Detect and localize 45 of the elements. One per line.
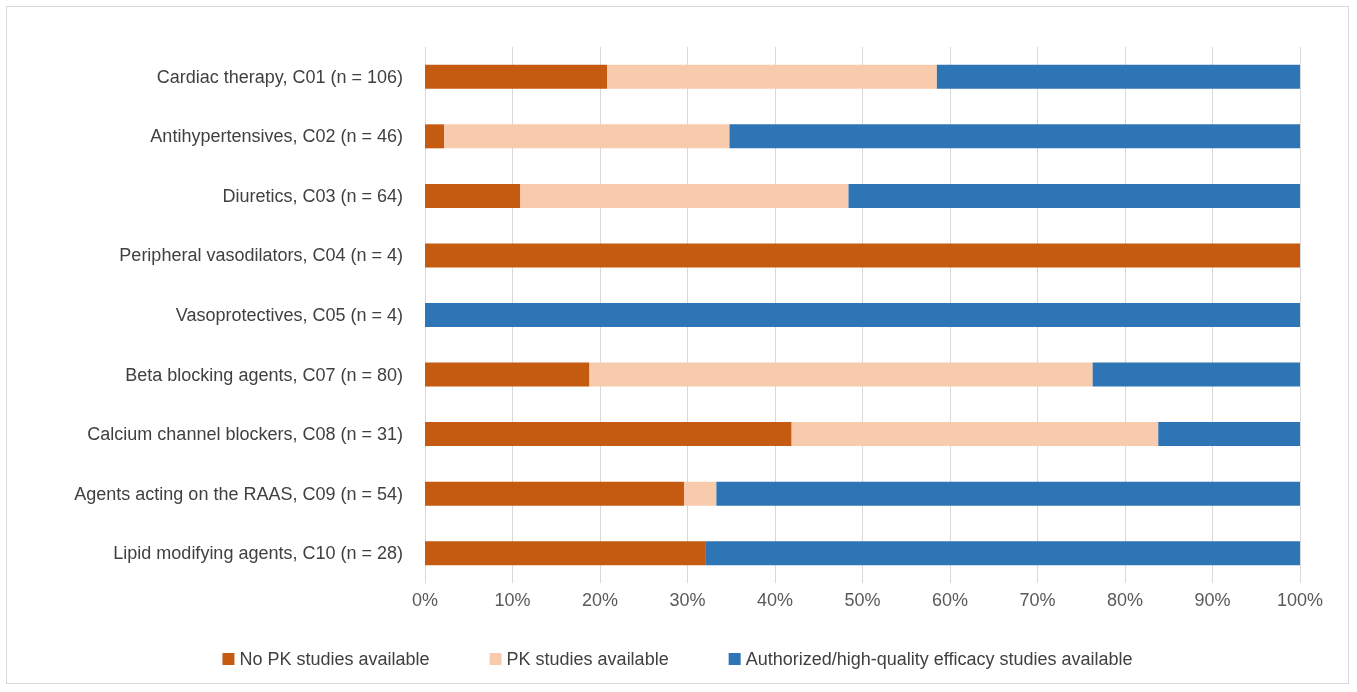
x-tick-label: 10% <box>494 590 531 610</box>
legend-label: No PK studies available <box>239 649 430 669</box>
y-tick-label: Lipid modifying agents, C10 (n = 28) <box>113 543 403 564</box>
y-tick-label: Antihypertensives, C02 (n = 46) <box>150 126 403 147</box>
x-tick-label: 80% <box>1106 590 1144 610</box>
bar <box>716 481 1300 506</box>
bar <box>444 124 730 149</box>
bar <box>1092 362 1300 387</box>
bar <box>589 362 1093 387</box>
y-tick-label: Calcium channel blockers, C08 (n = 31) <box>87 424 403 445</box>
bar <box>425 124 445 149</box>
x-tick-label: 50% <box>844 590 881 610</box>
bar <box>425 303 1300 327</box>
x-tick-label: 40% <box>756 590 794 610</box>
bar <box>791 422 1159 447</box>
bar <box>684 481 717 506</box>
legend-label: Authorized/high-quality efficacy studies available <box>745 649 1133 669</box>
bar <box>607 64 937 89</box>
x-tick-label: 70% <box>1019 590 1056 610</box>
bar <box>729 124 1300 149</box>
bar <box>520 183 849 208</box>
x-tick-label: 30% <box>669 590 706 610</box>
bar <box>936 64 1300 89</box>
legend-label: PK studies available <box>506 649 669 669</box>
y-tick-label: Peripheral vasodilators, C04 (n = 4) <box>119 245 403 266</box>
y-tick-label: Agents acting on the RAAS, C09 (n = 54) <box>74 483 403 504</box>
x-tick-label: 20% <box>581 590 619 610</box>
y-tick-label: Cardiac therapy, C01 (n = 106) <box>156 66 403 87</box>
bar <box>425 362 590 387</box>
y-tick-label: Diuretics, C03 (n = 64) <box>222 185 403 206</box>
x-tick-label: 90% <box>1194 590 1231 610</box>
x-tick-label: 60% <box>931 590 969 610</box>
y-tick-label: Beta blocking agents, C07 (n = 80) <box>125 364 403 385</box>
bar <box>425 481 684 506</box>
x-tick-label: 0% <box>411 590 439 610</box>
bar <box>425 422 792 447</box>
bar <box>425 64 607 89</box>
bar <box>1158 422 1300 447</box>
bar <box>425 183 521 208</box>
bar <box>848 183 1300 208</box>
x-tick-label: 100% <box>1276 590 1324 610</box>
bar <box>425 541 706 566</box>
y-tick-label: Vasoprotectives, C05 (n = 4) <box>175 305 403 325</box>
bar <box>425 243 1300 268</box>
bar <box>705 541 1300 566</box>
